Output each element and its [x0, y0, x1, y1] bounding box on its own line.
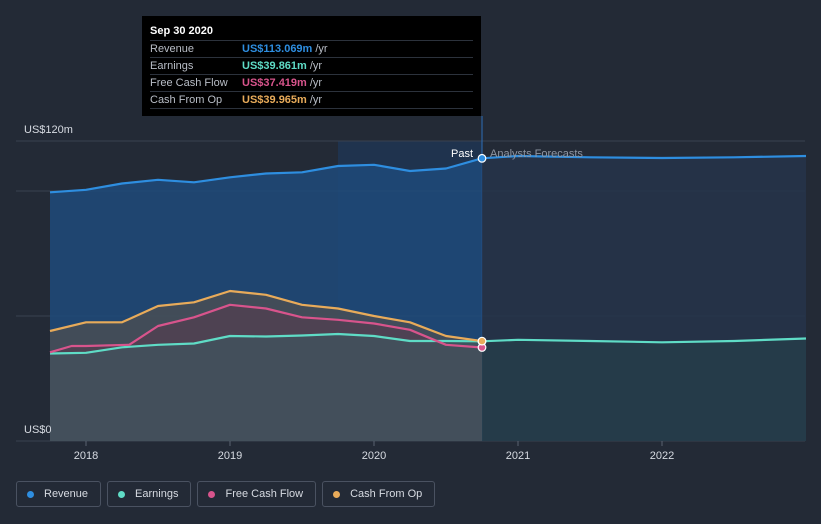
legend-dot-icon: [118, 490, 126, 498]
tooltip: Sep 30 2020 Revenue US$113.069m /yr Earn…: [142, 16, 481, 116]
tooltip-row-free-cash-flow: Free Cash Flow US$37.419m /yr: [150, 74, 473, 91]
tooltip-date: Sep 30 2020: [150, 25, 213, 37]
tooltip-label: Revenue: [150, 43, 195, 55]
y-bottom-label: US$0: [24, 424, 52, 436]
tooltip-row-cash-from-op: Cash From Op US$39.965m /yr: [150, 91, 473, 109]
revenue-forecast-line: [481, 154, 807, 160]
legend-item-revenue[interactable]: Revenue: [16, 481, 102, 507]
x-tick-label: 2019: [218, 450, 242, 462]
tooltip-value: US$113.069m: [242, 43, 313, 55]
x-tick-label: 2022: [650, 450, 674, 462]
earnings-past-area: [50, 334, 482, 441]
legend-item-cash-from-op[interactable]: Cash From Op: [322, 481, 436, 507]
legend-dot-icon: [333, 490, 341, 498]
past-label: Past: [451, 148, 473, 160]
legend-label: Revenue: [44, 488, 89, 500]
legend-dot-icon: [208, 490, 216, 498]
legend-label: Free Cash Flow: [225, 488, 304, 500]
tooltip-label: Cash From Op: [150, 94, 223, 106]
free-cash-flow-line: [49, 303, 483, 354]
legend-dot-icon: [27, 490, 34, 498]
earnings-forecast-area: [482, 338, 806, 441]
tooltip-row-earnings: Earnings US$39.861m /yr: [150, 57, 473, 74]
cash-from-op-line: [49, 289, 483, 343]
earnings-line: [49, 332, 483, 355]
cash-from-op-marker: [477, 336, 487, 346]
tooltip-label: Free Cash Flow: [150, 77, 228, 89]
legend: Revenue Earnings Free Cash Flow Cash Fro…: [16, 481, 436, 507]
legend-label: Earnings: [135, 488, 179, 500]
tooltip-label: Earnings: [150, 60, 194, 72]
legend-item-earnings[interactable]: Earnings: [107, 481, 192, 507]
tooltip-value: US$37.419m: [242, 77, 307, 89]
legend-label: Cash From Op: [350, 488, 423, 500]
earnings-forecast-line: [481, 337, 807, 344]
x-tick-label: 2021: [506, 450, 530, 462]
y-top-label: US$120m: [24, 124, 73, 136]
tooltip-unit: /yr: [309, 60, 323, 72]
tooltip-value: US$39.861m: [242, 60, 307, 72]
tooltip-unit: /yr: [309, 77, 323, 89]
tooltip-row-revenue: Revenue US$113.069m /yr: [150, 40, 473, 57]
forecast-label: Analysts Forecasts: [490, 148, 583, 160]
x-tick-label: 2020: [362, 450, 386, 462]
tooltip-value: US$39.965m: [242, 94, 307, 106]
x-tick-label: 2018: [74, 450, 98, 462]
revenue-marker: [477, 153, 487, 163]
legend-item-free-cash-flow[interactable]: Free Cash Flow: [197, 481, 317, 507]
tooltip-unit: /yr: [309, 94, 323, 106]
tooltip-unit: /yr: [315, 43, 328, 55]
revenue-line: [49, 157, 483, 194]
